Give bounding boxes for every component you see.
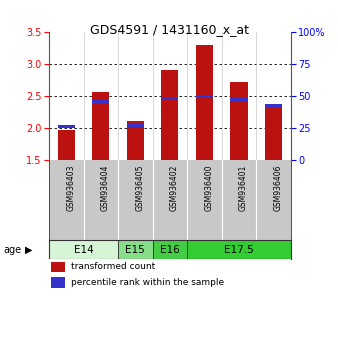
Bar <box>49 240 118 259</box>
Text: GSM936406: GSM936406 <box>273 164 283 211</box>
Bar <box>58 130 75 160</box>
Bar <box>161 97 178 100</box>
Text: E15: E15 <box>125 245 145 255</box>
Text: GSM936403: GSM936403 <box>66 164 75 211</box>
Text: E14: E14 <box>74 245 93 255</box>
Text: GSM936404: GSM936404 <box>101 164 110 211</box>
Bar <box>51 262 65 272</box>
Text: GSM936401: GSM936401 <box>239 164 248 211</box>
Text: percentile rank within the sample: percentile rank within the sample <box>71 278 224 287</box>
Text: transformed count: transformed count <box>71 262 155 272</box>
Bar <box>92 100 110 103</box>
Text: ▶: ▶ <box>25 245 32 255</box>
Bar <box>118 240 152 259</box>
Bar <box>187 240 291 259</box>
Bar <box>265 104 282 107</box>
Bar <box>127 121 144 160</box>
Bar <box>230 82 247 160</box>
Bar <box>196 45 213 160</box>
Text: E16: E16 <box>160 245 180 255</box>
Bar <box>51 277 65 288</box>
Bar <box>230 98 247 101</box>
Text: GDS4591 / 1431160_x_at: GDS4591 / 1431160_x_at <box>90 23 248 36</box>
Bar <box>265 104 282 160</box>
Bar <box>152 240 187 259</box>
Text: GSM936405: GSM936405 <box>135 164 144 211</box>
Bar <box>127 124 144 127</box>
Text: GSM936400: GSM936400 <box>204 164 213 211</box>
Bar <box>58 125 75 129</box>
Text: age: age <box>3 245 22 255</box>
Text: E17.5: E17.5 <box>224 245 254 255</box>
Bar <box>161 70 178 160</box>
Bar <box>92 92 110 160</box>
Text: GSM936402: GSM936402 <box>170 164 179 211</box>
Bar <box>196 95 213 97</box>
